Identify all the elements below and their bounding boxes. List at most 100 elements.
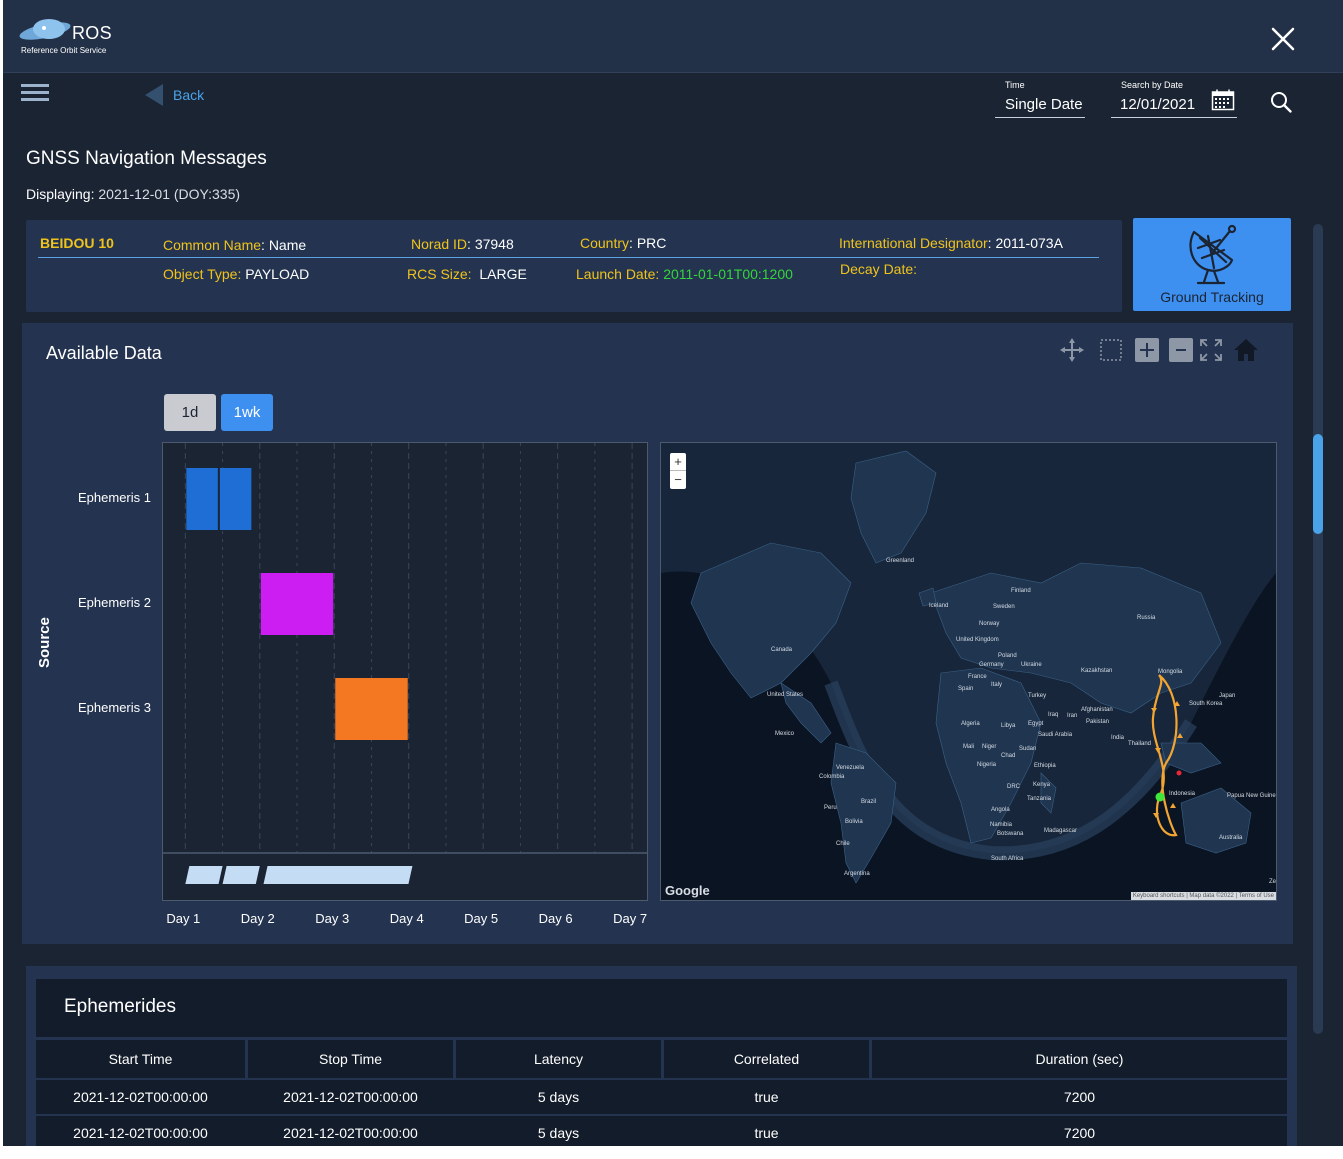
page-title: GNSS Navigation Messages [26,148,267,169]
y-tick-label: Ephemeris 3 [78,700,151,715]
time-label: Time [1005,80,1025,90]
map-country-label: Pakistan [1086,719,1110,725]
ephemerides-header: Ephemerides [36,979,1287,1037]
logo-title: ROS [72,23,112,43]
timeline-bar[interactable] [260,573,334,635]
search-date-input[interactable]: 12/01/2021 [1111,96,1237,118]
autoscale-icon[interactable] [1198,337,1224,363]
map-attribution[interactable]: Keyboard shortcuts | Map data ©2022 | Te… [1130,892,1276,900]
map-country-label: Angola [991,807,1010,813]
map-country-label: Argentina [844,871,870,877]
cell-correlated: true [754,1089,779,1105]
map-country-label: Egypt [1028,721,1044,727]
col-stop-time[interactable]: Stop Time [248,1040,453,1078]
map-country-label: Afghanistan [1081,707,1113,713]
map-country-label: Sudan [1019,746,1037,752]
country-value: PRC [636,235,667,251]
map-country-label: Mexico [775,731,795,737]
map-country-label: United States [767,692,804,698]
reset-home-icon[interactable] [1233,337,1259,363]
satellite-dish-icon [1189,224,1237,285]
common-name-label: Common Name [163,237,262,253]
app-window: ROS Reference Orbit Service Back Time Si… [3,0,1343,1146]
displaying-date: Displaying: 2021-12-01 (DOY:335) [26,186,240,202]
decay-date-label: Decay Date: [840,261,918,277]
col-correlated[interactable]: Correlated [664,1040,869,1078]
map-country-label: Norway [979,621,1000,627]
zoom-out-icon[interactable] [1168,337,1194,363]
map-country-label: Spain [958,686,974,692]
map-country-label: Chad [1001,753,1016,759]
range-1d-button[interactable]: 1d [164,394,216,431]
top-bar: ROS Reference Orbit Service [3,0,1343,73]
search-icon[interactable] [1270,91,1292,113]
x-tick-label: Day 1 [166,911,201,926]
map-country-label: India [1111,735,1125,741]
map-country-label: South Korea [1189,701,1223,707]
map-country-label: Tanzania [1027,796,1052,802]
table-row[interactable]: 2021-12-02T00:00:00 2021-12-02T00:00:00 … [36,1116,1287,1146]
box-zoom-icon[interactable] [1098,337,1124,363]
calendar-icon[interactable] [1211,89,1235,111]
overview-range-bar[interactable] [263,866,413,884]
common-name-field: Common Name: Name [163,237,307,253]
scrollbar-track[interactable] [1313,224,1323,1034]
map-country-label: Niger [982,744,997,750]
pan-icon[interactable] [1059,337,1085,363]
timeline-bar[interactable] [335,678,408,740]
map-country-label: Venezuela [836,765,865,771]
map-country-label: Japan [1219,693,1236,699]
country-label: Country [580,235,630,251]
timeline-bar[interactable] [186,468,218,530]
map-country-label: South Africa [991,856,1024,862]
col-start-time[interactable]: Start Time [36,1040,245,1078]
launch-date-label: Launch Date: [576,266,660,282]
rcs-size-field: RCS Size: LARGE [407,266,527,282]
scrollbar-thumb[interactable] [1313,434,1323,534]
ground-tracking-button[interactable]: Ground Tracking [1133,218,1291,311]
map-zoom-in-button[interactable]: + [670,453,686,471]
close-icon[interactable] [1270,26,1296,52]
x-tick-label: Day 3 [315,911,350,926]
satellite-info-card: BEIDOU 10 Common Name: Name Norad ID: 37… [26,220,1122,312]
map-country-label: Iran [1067,713,1078,719]
map-country-label: France [968,674,987,680]
satellite-logo-icon [19,19,71,40]
range-1wk-button[interactable]: 1wk [221,394,273,431]
intl-designator-value: 2011-073A [995,235,1063,251]
ros-logo: ROS Reference Orbit Service [19,14,129,58]
cell-start-time: 2021-12-02T00:00:00 [73,1125,208,1141]
cell-stop-time: 2021-12-02T00:00:00 [283,1125,418,1141]
map-country-label: Sweden [993,604,1015,610]
logo-subtitle: Reference Orbit Service [21,46,107,55]
back-button[interactable]: Back [143,83,204,107]
search-date-field[interactable]: Search by Date 12/01/2021 [1111,80,1237,118]
availability-timeline-chart[interactable] [162,442,648,901]
timeline-svg [163,443,647,884]
map-country-label: Peru [824,805,837,811]
map-country-label: Nigeria [977,762,997,768]
object-type-label: Object Type: [163,266,242,282]
zoom-in-icon[interactable] [1134,337,1160,363]
ground-track-map[interactable]: Greenland Iceland Sweden Finland Norway Unite… [660,442,1277,901]
info-divider [38,257,1099,258]
table-row[interactable]: 2021-12-02T00:00:00 2021-12-02T00:00:00 … [36,1080,1287,1114]
map-country-label: Bolivia [845,819,863,825]
map-country-label: Papua New Guinea [1227,793,1277,799]
hamburger-menu-icon[interactable] [21,83,49,103]
overview-range-bar[interactable] [222,866,260,884]
overview-range-bar[interactable] [185,866,223,884]
time-value[interactable]: Single Date [995,96,1085,118]
col-latency[interactable]: Latency [456,1040,661,1078]
map-country-label: Germany [979,662,1004,668]
object-type-value: PAYLOAD [245,266,310,282]
col-duration[interactable]: Duration (sec) [872,1040,1287,1078]
timeline-bar[interactable] [219,468,252,530]
map-zoom-out-button[interactable]: − [674,472,682,487]
map-country-label: Algeria [961,721,980,727]
y-axis-title: Source [36,617,53,668]
map-country-label: United Kingdom [956,637,999,643]
map-country-label: Ze [1269,879,1277,885]
map-country-label: Kenya [1033,782,1051,788]
time-mode-select[interactable]: Time Single Date [995,80,1085,118]
